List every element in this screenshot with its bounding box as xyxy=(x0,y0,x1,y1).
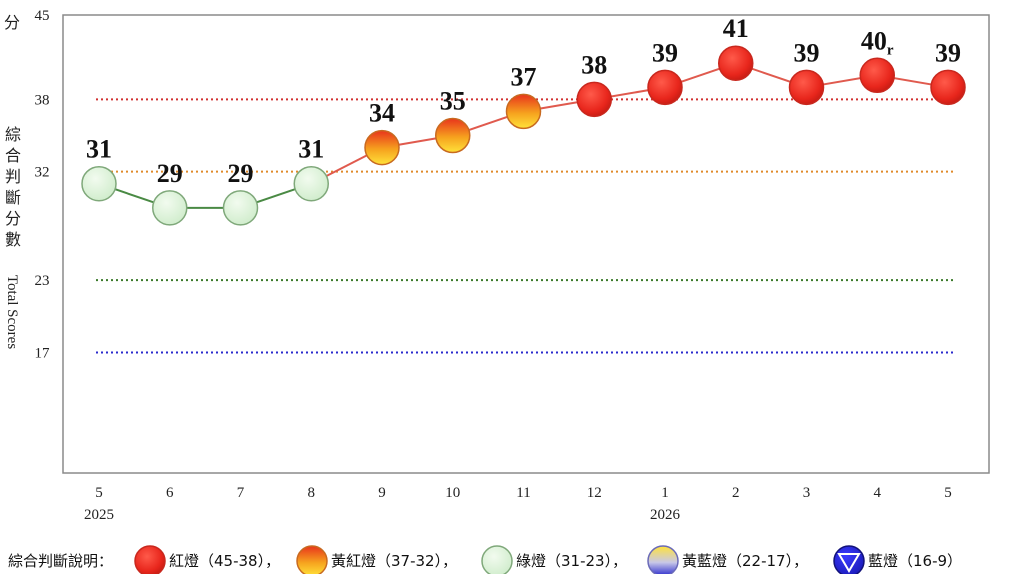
x-tick-label: 7 xyxy=(237,485,245,501)
data-label: 37 xyxy=(511,62,537,91)
data-label: 34 xyxy=(369,99,395,128)
plot-area xyxy=(62,14,990,474)
y-tick-label: 17 xyxy=(35,345,51,361)
x-tick-label: 1 xyxy=(661,485,669,501)
series-points xyxy=(81,45,966,226)
signal-point-green xyxy=(222,190,259,226)
legend: 綜合判斷說明： 紅燈（45-38）， 黃紅燈（37-32）， 綠燈（31-23）， 黃藍… xyxy=(8,545,962,574)
x-year-label: 2026 xyxy=(650,507,681,523)
legend-triangle-icon xyxy=(837,553,861,573)
signal-point-green xyxy=(152,190,188,226)
legend-swatch-green xyxy=(481,545,513,574)
y-tick-label: 45 xyxy=(35,8,50,24)
signal-point-yellow-red xyxy=(505,93,542,130)
data-label: 39 xyxy=(652,38,678,67)
legend-label: 黃藍燈（22-17）， xyxy=(682,552,808,570)
y-tick-label: 38 xyxy=(35,92,50,108)
y-axis-label-en: Total Scores xyxy=(4,275,20,350)
legend-swatch-red xyxy=(134,545,166,574)
data-label: 39 xyxy=(794,38,820,67)
revised-marker: r xyxy=(887,42,894,58)
x-tick-label: 12 xyxy=(587,485,602,501)
y-axis-label-zh-text: 綜合判斷分數 xyxy=(5,125,21,249)
legend-label: 藍燈（16-9） xyxy=(868,552,962,570)
data-label: 39 xyxy=(935,38,961,67)
x-tick-label: 2 xyxy=(732,485,740,501)
signal-point-red xyxy=(647,69,683,106)
x-tick-label: 6 xyxy=(166,485,174,501)
signal-point-red xyxy=(859,57,895,94)
legend-label: 紅燈（45-38）， xyxy=(169,552,280,570)
x-tick-label: 5 xyxy=(944,485,952,501)
x-tick-label: 11 xyxy=(516,485,530,501)
data-label: 41 xyxy=(723,14,749,43)
signal-point-green xyxy=(293,165,329,202)
signal-point-red xyxy=(788,69,825,106)
legend-title: 綜合判斷說明： xyxy=(8,552,113,570)
x-tick-label: 5 xyxy=(95,485,103,501)
signal-point-yellow-red xyxy=(435,117,471,154)
y-axis-label-zh: 綜合判斷分數 xyxy=(5,125,21,249)
data-label: 31 xyxy=(86,135,112,164)
x-tick-label: 8 xyxy=(308,485,316,501)
y-tick-label: 32 xyxy=(35,165,50,181)
data-label: 29 xyxy=(228,159,254,188)
y-axis-ticks: 45 38 32 23 17 xyxy=(35,8,51,361)
legend-swatch-yellow-blue xyxy=(647,545,679,574)
data-label: 35 xyxy=(440,87,466,116)
legend-label: 綠燈（31-23）， xyxy=(516,552,627,570)
signal-point-yellow-red xyxy=(364,129,400,166)
signal-point-red xyxy=(576,81,612,118)
x-tick-label: 4 xyxy=(874,485,882,501)
data-label: 29 xyxy=(157,159,183,188)
signal-point-red xyxy=(930,69,966,106)
x-tick-label: 3 xyxy=(803,485,811,501)
y-unit-label: 分 xyxy=(4,13,20,32)
signal-point-red xyxy=(718,45,754,81)
legend-label: 黃紅燈（37-32）， xyxy=(331,552,457,570)
x-year-label: 2025 xyxy=(84,507,114,523)
legend-swatch-yellow-red xyxy=(296,545,328,574)
x-tick-label: 9 xyxy=(378,485,386,501)
signal-point-green xyxy=(81,165,117,202)
data-label: 38 xyxy=(581,50,607,79)
x-tick-label: 10 xyxy=(445,485,460,501)
data-label: 31 xyxy=(298,135,324,164)
y-tick-label: 23 xyxy=(35,273,50,289)
